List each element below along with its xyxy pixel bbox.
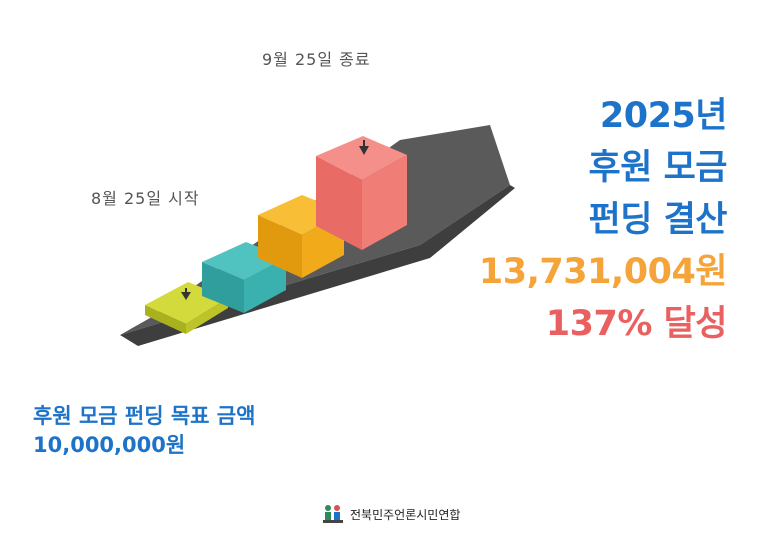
start-date-label: 8월 25일 시작 — [91, 189, 200, 208]
step-salmon — [316, 136, 407, 250]
goal-title: 후원 모금 펀딩 목표 금액 — [33, 404, 256, 428]
result-title-line2: 펀딩 결산 — [588, 200, 728, 240]
result-title-line1: 후원 모금 — [588, 148, 728, 188]
result-amount: 13,731,004원 — [478, 252, 728, 292]
end-date-label: 9월 25일 종료 — [262, 50, 371, 69]
result-year: 2025년 — [599, 96, 728, 136]
logo-icon — [323, 505, 343, 523]
pin-icon — [181, 288, 191, 300]
achievement-rate: 137% 달성 — [545, 304, 728, 344]
goal-amount: 10,000,000원 — [33, 433, 186, 457]
pin-icon — [359, 140, 369, 155]
footer-org: 전북민주언론시민연합 — [322, 504, 460, 524]
org-name: 전북민주언론시민연합 — [350, 507, 461, 522]
